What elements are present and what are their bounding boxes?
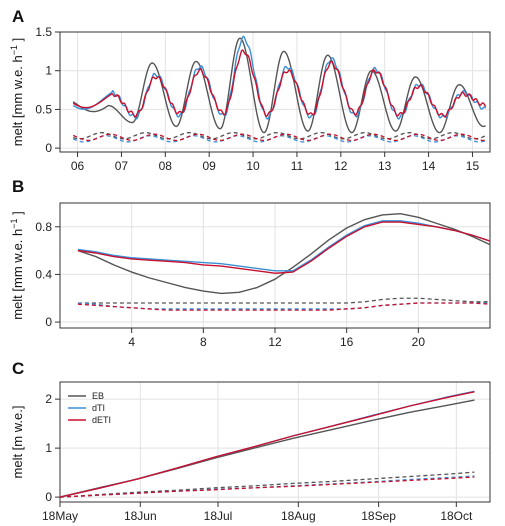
y-axis-label-text: melt [mm w.e. h [10,55,25,146]
y-tick-label: 1 [45,64,52,78]
y-tick-label: 0.8 [35,220,52,234]
x-tick-label: 13 [378,159,392,173]
y-tick-label: 1.5 [35,25,52,39]
x-tick-label: 8 [200,335,207,349]
y-tick-label: 2 [45,392,52,406]
series-line-deti [77,221,491,274]
x-tick-label: 18Aug [281,509,316,523]
y-axis-label-superscript: −1 [9,45,19,55]
x-tick-label: 09 [203,159,217,173]
panel-letter: B [12,177,24,196]
y-tick-label: 1 [45,441,52,455]
x-tick-label: 18Jul [204,509,233,523]
y-tick-label: 0.4 [35,267,52,281]
series-line-eb-dashed [59,471,475,498]
series-line-dti [77,220,491,272]
series-line-dti-dashed [59,475,475,498]
series-line-dti-dashed [72,135,486,143]
x-tick-label: 12 [334,159,348,173]
x-tick-label: 11 [291,159,304,173]
panel-letter: A [12,7,24,26]
y-axis-label-close: ] [10,211,25,218]
x-tick-label: 16 [340,335,354,349]
plot-frame [59,31,491,153]
series-line-deti [59,391,475,498]
series-line-deti [72,49,487,118]
panel-letter: C [12,359,24,378]
x-tick-label: 4 [128,335,135,349]
x-tick-label: 07 [115,159,129,173]
series-line-deti-dashed [72,133,486,142]
y-tick-label: 0.5 [35,102,52,116]
series-line-eb [72,37,486,134]
legend-label-dti: dTI [92,403,105,413]
y-axis-label-close: ] [10,38,25,45]
x-tick-label: 18Jun [124,509,157,523]
series-line-eb-dashed [77,297,490,304]
x-tick-label: 20 [412,335,426,349]
y-axis-label: melt [m w.e.] [10,406,25,479]
x-tick-label: 15 [466,159,480,173]
y-axis-label-superscript: −1 [9,218,19,228]
x-tick-label: 06 [71,159,85,173]
x-tick-label: 14 [422,159,436,173]
series-line-deti-dashed [77,302,491,311]
y-axis-label: melt [mm w.e. h−1 ] [9,38,25,147]
x-tick-label: 18Sep [361,509,396,523]
plot-frame [59,381,491,503]
y-axis-label: melt [mm w.e. h−1 ] [9,211,25,320]
x-tick-label: 08 [159,159,173,173]
y-axis-label-text: melt [mm w.e. h [10,229,25,320]
y-axis-label-text: melt [m w.e.] [10,406,25,479]
y-tick-label: 0 [45,490,52,504]
y-tick-label: 0 [45,141,52,155]
series-line-dti-dashed [77,302,490,310]
x-tick-label: 18Oct [440,509,473,523]
legend-label-deti: dETI [92,415,111,425]
x-tick-label: 12 [268,335,282,349]
series-line-deti-dashed [59,476,475,498]
legend-label-eb: EB [92,391,104,401]
y-tick-label: 0 [45,315,52,329]
x-tick-label: 10 [246,159,260,173]
x-tick-label: 18May [42,509,78,523]
series-line-dti [72,35,487,120]
